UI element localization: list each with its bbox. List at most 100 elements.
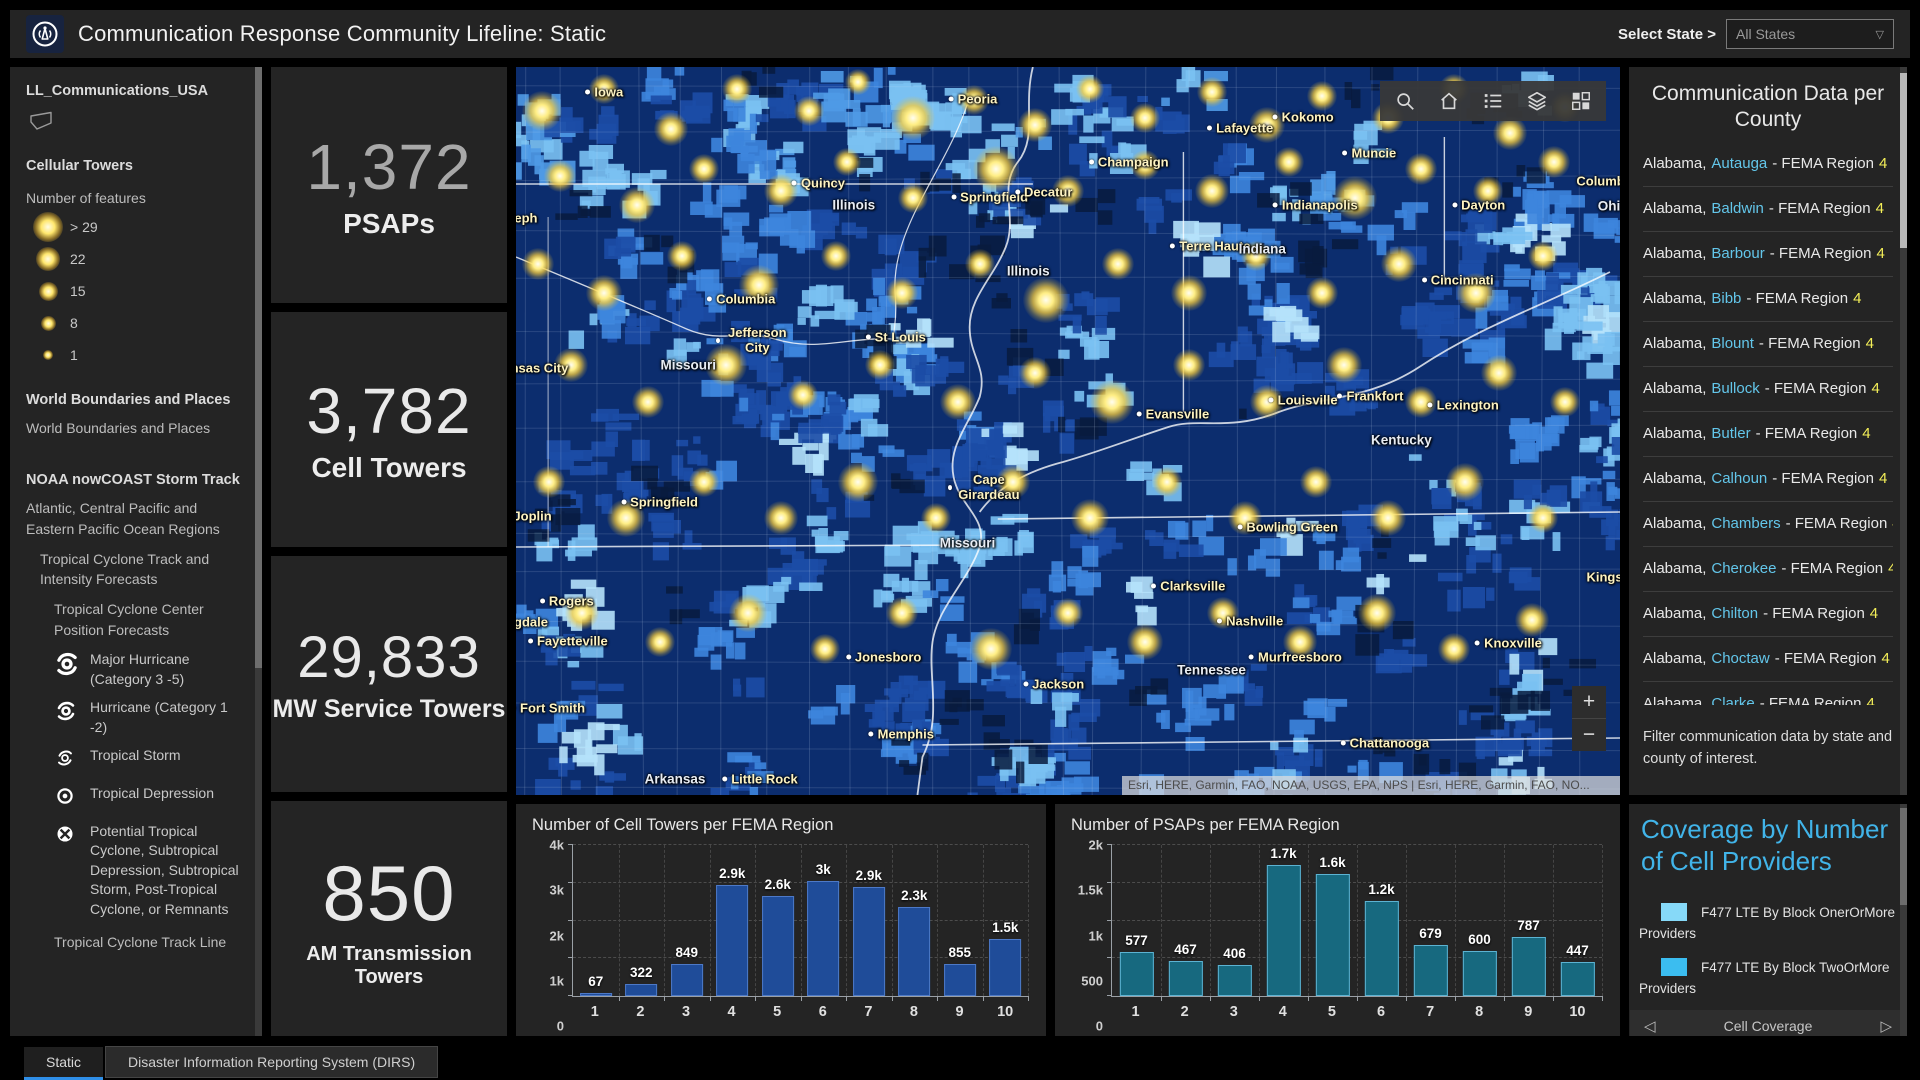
bar[interactable] — [852, 886, 885, 996]
county-scrollbar[interactable] — [1900, 67, 1907, 795]
bar[interactable] — [625, 983, 658, 996]
chart-title: Number of Cell Towers per FEMA Region — [532, 816, 834, 834]
city-marker-dot — [865, 334, 871, 340]
size-legend-row: 22 — [26, 244, 248, 274]
potential-cyclone-icon — [54, 822, 80, 851]
city-label: Chattanooga — [1340, 736, 1429, 751]
layers-icon[interactable] — [1526, 90, 1548, 112]
city-marker-dot — [1217, 618, 1223, 624]
coverage-legend-label: F477 LTE By Block OnerOrMore Providers — [1639, 904, 1896, 941]
county-panel-title: Communication Data per County — [1651, 82, 1885, 132]
previous-page-icon[interactable]: ◁ — [1644, 1018, 1656, 1036]
city-label: Lexington — [1427, 397, 1499, 412]
y-tick-label: 1k — [1088, 928, 1103, 943]
bar[interactable] — [1364, 900, 1399, 996]
y-axis: 0 500 1k 1.5k 2k — [1069, 838, 1111, 1034]
city-marker-dot — [621, 499, 627, 505]
state-label: Missouri — [939, 535, 996, 551]
bar[interactable] — [761, 895, 794, 996]
county-row[interactable]: Alabama, Calhoun - FEMA Region 4 — [1643, 457, 1893, 502]
legend-item-tropical-storm: Tropical Storm — [26, 746, 248, 775]
search-icon[interactable] — [1394, 90, 1416, 112]
bar[interactable] — [943, 963, 976, 996]
county-row[interactable]: Alabama, Choctaw - FEMA Region 4 — [1643, 637, 1893, 682]
bar[interactable] — [1462, 950, 1497, 996]
bar[interactable] — [716, 884, 749, 996]
city-marker-dot — [845, 654, 851, 660]
tropical-storm-icon — [54, 746, 80, 775]
state-dropdown[interactable]: All States ▽ — [1726, 19, 1894, 49]
city-label: Nashville — [1217, 614, 1283, 629]
bar-value-label: 577 — [1125, 933, 1148, 949]
scrollbar-thumb[interactable] — [255, 67, 262, 668]
bar[interactable] — [1315, 874, 1350, 996]
city-marker-dot — [1023, 681, 1029, 687]
bar[interactable] — [579, 993, 612, 996]
world-boundaries-sub: World Boundaries and Places — [26, 420, 211, 436]
legend-icon[interactable] — [1482, 90, 1504, 112]
bar-value-label: 787 — [1517, 917, 1540, 933]
bar[interactable] — [898, 906, 931, 996]
scrollbar-thumb[interactable] — [1900, 808, 1907, 906]
zoom-out-button[interactable]: − — [1582, 723, 1596, 746]
x-tick-label: 2 — [1180, 1004, 1189, 1020]
x-tick-label: 6 — [818, 1004, 827, 1020]
county-row[interactable]: Alabama, Autauga - FEMA Region 4 — [1643, 142, 1893, 187]
stat-label: Cell Towers — [311, 452, 467, 484]
legend-scrollbar[interactable] — [255, 67, 262, 1036]
bar[interactable] — [807, 880, 840, 996]
bar[interactable] — [1217, 965, 1252, 996]
city-label: Fayetteville — [527, 634, 608, 649]
state-label: Arkansas — [644, 771, 706, 787]
x-tick-label: 4 — [727, 1004, 736, 1020]
city-marker-dot — [1452, 202, 1458, 208]
bar[interactable] — [670, 963, 703, 996]
y-tick-label: 4k — [549, 837, 564, 853]
x-tick-label: 1 — [1131, 1004, 1140, 1020]
stat-value: 29,833 — [297, 624, 481, 690]
x-tick-label: 10 — [997, 1004, 1014, 1020]
basemap-icon[interactable] — [1570, 90, 1592, 112]
size-label: 15 — [70, 283, 86, 299]
x-tick-label: 2 — [636, 1004, 645, 1020]
county-row[interactable]: Alabama, Blount - FEMA Region 4 — [1643, 322, 1893, 367]
bar-value-label: 1.2k — [1368, 881, 1395, 897]
city-label: St Louis — [865, 330, 926, 345]
county-row[interactable]: Alabama, Bibb - FEMA Region 4 — [1643, 277, 1893, 322]
county-row[interactable]: Alabama, Baldwin - FEMA Region 4 — [1643, 187, 1893, 232]
county-row[interactable]: Alabama, Barbour - FEMA Region 4 — [1643, 232, 1893, 277]
x-tick-label: 5 — [773, 1004, 782, 1020]
stat-label: AM Transmission Towers — [306, 942, 472, 988]
bar[interactable] — [989, 938, 1022, 996]
scrollbar-thumb[interactable] — [1900, 73, 1907, 248]
bar[interactable] — [1168, 960, 1203, 996]
size-legend-row: 8 — [26, 308, 248, 338]
city-label: Murfreesboro — [1249, 650, 1342, 665]
county-row[interactable]: Alabama, Butler - FEMA Region 4 — [1643, 412, 1893, 457]
bar[interactable] — [1560, 962, 1595, 996]
tab-dirs[interactable]: Disaster Information Reporting System (D… — [105, 1046, 439, 1078]
county-row[interactable]: Alabama, Bullock - FEMA Region 4 — [1643, 367, 1893, 412]
bar[interactable] — [1511, 936, 1546, 996]
county-row[interactable]: Alabama, Clarke - FEMA Region 4 — [1643, 682, 1893, 705]
city-label: Champaign — [1088, 154, 1169, 169]
bar[interactable] — [1266, 864, 1301, 996]
stat-cards: 1,372 PSAPs 3,782 Cell Towers 29,833 MW … — [271, 67, 507, 1036]
coverage-scrollbar[interactable] — [1900, 804, 1907, 1036]
county-row[interactable]: Alabama, Chilton - FEMA Region 4 — [1643, 592, 1893, 637]
home-icon[interactable] — [1438, 90, 1460, 112]
map[interactable]: Iowa Peoria Kokomo Lafayette Muncie Champaign… — [516, 67, 1620, 795]
stat-card-cell-towers: 3,782 Cell Towers — [271, 311, 507, 547]
layer-title: LL_Communications_USA — [26, 83, 209, 99]
bar[interactable] — [1119, 952, 1154, 996]
size-legend-row: 15 — [26, 276, 248, 306]
bar[interactable] — [1413, 944, 1448, 996]
next-page-icon[interactable]: ▷ — [1880, 1018, 1892, 1036]
zoom-in-button[interactable]: + — [1572, 686, 1606, 719]
city-label: Kings — [1586, 569, 1620, 585]
position-group-label: Tropical Cyclone Center Position Forecas… — [54, 601, 204, 638]
tab-static[interactable]: Static — [24, 1047, 104, 1080]
